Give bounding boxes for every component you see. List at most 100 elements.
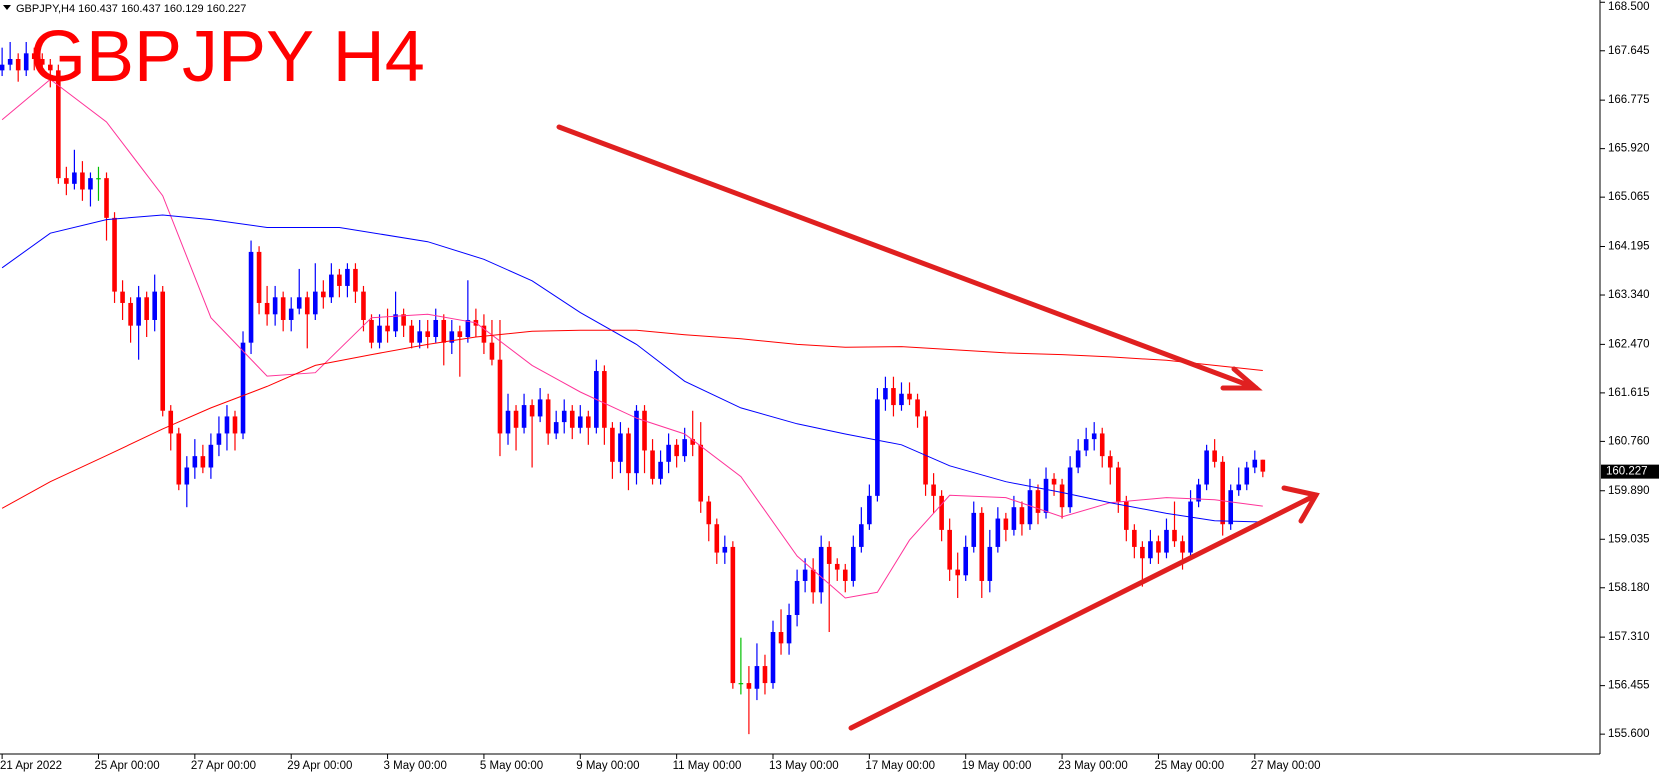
candle-body [521,405,527,428]
y-tick-label: 167.645 [1608,45,1650,57]
candle-body [634,410,639,474]
candle-body [1156,541,1161,553]
moving-average [1,78,1263,599]
x-tick-label: 25 Apr 00:00 [94,760,159,772]
moving-average [1,329,1263,509]
up-arrowhead [1281,485,1320,524]
candle-body [1027,490,1033,525]
candle-body [337,274,342,286]
candle-body [23,53,29,71]
y-tick-label: 163.340 [1608,289,1650,301]
candle-body [907,393,912,400]
candle-body [883,388,888,400]
candle-body [770,632,776,684]
candle-body [987,546,993,581]
candle-body [248,251,254,343]
candle-body [39,59,45,65]
candle-body [288,308,294,320]
candle-body [794,580,800,616]
y-tick-label: 162.470 [1608,338,1650,350]
last-price-box [1601,464,1659,479]
candle-body [409,325,414,343]
candle-body [329,274,334,298]
candle-body [272,297,278,315]
candle-body [256,251,262,303]
candle-body [577,416,583,428]
candle-body [834,563,840,570]
candle-body [1196,484,1201,502]
candle-body [192,456,198,468]
menu-triangle [3,5,11,10]
y-tick-label: 165.065 [1608,191,1650,203]
y-tick-label: 156.455 [1608,680,1650,692]
candle-body [529,405,535,417]
candle-body [1003,518,1009,530]
candle-body [826,546,832,564]
candle-body [1067,467,1073,508]
candle-body [561,410,567,423]
candle-body [1236,484,1242,491]
candle-body [296,297,302,309]
candle-body [602,371,607,428]
candle-body [1091,433,1097,440]
x-tick-label: 23 May 00:00 [1058,760,1128,772]
y-tick-label: 161.615 [1608,387,1650,399]
up-trendline [848,492,1319,731]
candle-body [875,399,880,496]
candle-body [891,388,896,406]
candle-body [851,546,856,581]
down-arrowhead [1220,366,1263,391]
candle-body [682,439,687,457]
candle-body [280,297,286,320]
candle-body [947,529,952,570]
y-tick-label: 157.310 [1608,631,1650,643]
candle-body [690,439,695,445]
candle-body [867,495,872,525]
candle-body [1107,456,1113,468]
candle-body [417,331,422,343]
candle-body [361,291,366,320]
candle-body [48,64,53,71]
candle-body [152,291,157,320]
candle-body [128,302,133,326]
candle-body [264,302,270,315]
candle-body [1220,461,1225,525]
candle-body [401,314,406,326]
candle-body [96,178,101,180]
candle-body [449,331,455,343]
candle-body [64,178,69,184]
x-tick-label: 21 Apr 2022 [0,760,62,772]
candle-body [1099,433,1105,457]
candle-body [120,291,125,303]
candle-body [208,444,214,468]
y-tick-label: 165.920 [1608,143,1650,155]
candle-body [1075,450,1081,468]
candle-body [537,399,543,417]
x-tick-label: 3 May 00:00 [384,760,447,772]
y-tick-label: 168.500 [1608,1,1650,13]
moving-average [1,214,1263,523]
candle-body [778,632,784,644]
candle-body [112,217,117,292]
candle-body [1115,467,1121,502]
candle-body [963,546,969,576]
candle-body [1011,507,1017,530]
candle-body [859,524,864,547]
chart-title: GBPJPY H4 [30,17,425,97]
candle-body [931,484,936,496]
y-tick-label: 159.890 [1608,485,1650,497]
candle-body [513,410,519,428]
candle-body [433,319,439,338]
candle-body [915,399,920,417]
candle-body [312,291,318,315]
candle-body [7,59,13,65]
candle-body [176,433,182,485]
candle-body [1132,529,1137,547]
candle-body [1252,459,1258,468]
candle-body [457,331,463,338]
candle-body [786,615,792,644]
candle-body [1204,450,1209,485]
candle-body [224,416,230,434]
candle-body [818,546,824,593]
